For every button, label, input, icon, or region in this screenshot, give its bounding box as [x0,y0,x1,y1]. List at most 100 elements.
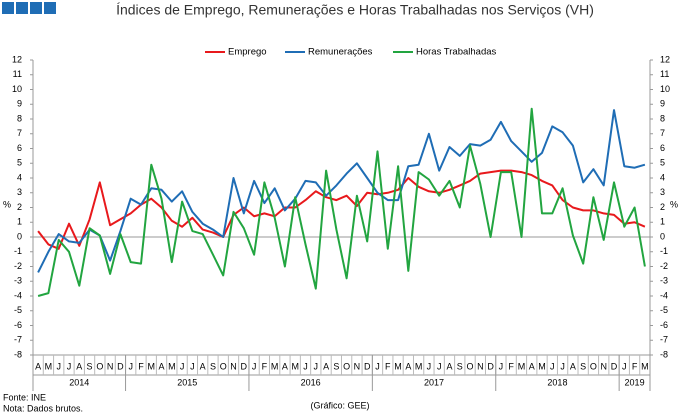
legend-label: Emprego [228,47,267,58]
y-tick-label: 7 [660,128,665,138]
y-tick-label: -8 [14,349,22,359]
x-tick-label: J [375,361,380,371]
x-tick-label: J [180,361,185,371]
x-tick-label: O [467,361,474,371]
year-label: 2016 [301,377,321,387]
year-label: 2019 [625,377,645,387]
y-tick-label: -3 [14,276,22,286]
y-tick-label: 0 [660,231,665,241]
y-tick-label: 5 [17,158,22,168]
x-tick-label: J [560,361,565,371]
x-tick-label: J [252,361,257,371]
y-tick-label: 0 [17,231,22,241]
logo-block [30,2,42,14]
x-tick-label: F [508,361,514,371]
y-tick-label: 12 [660,54,670,64]
x-tick-label: N [354,361,361,371]
x-tick-label: F [632,361,638,371]
y-tick-label: 1 [660,217,665,227]
chart-title: Índices de Emprego, Remunerações e Horas… [116,2,594,18]
source: Fonte: INE [3,392,46,402]
y-tick-label: 9 [17,99,22,109]
x-tick-label: A [570,361,576,371]
logo-block [2,2,14,14]
x-tick-label: J [56,361,61,371]
x-tick-label: F [138,361,144,371]
y-tick-label: -3 [660,276,668,286]
year-label: 2015 [177,377,197,387]
y-tick-label: 12 [12,54,22,64]
x-tick-label: A [159,361,165,371]
year-label: 2017 [424,377,444,387]
legend-label: Horas Trabalhadas [416,47,497,58]
series-line [37,169,646,250]
y-tick-label: 7 [17,128,22,138]
x-tick-label: J [190,361,195,371]
x-tick-label: S [333,361,339,371]
y-tick-label: -4 [660,290,668,300]
x-tick-label: D [241,361,248,371]
x-tick-label: M [168,361,176,371]
y-tick-label: -1 [660,246,668,256]
x-tick-label: A [446,361,452,371]
y-tick-label: 11 [660,69,669,79]
note: Nota: Dados brutos. [3,403,83,413]
y-tick-label: 8 [660,113,665,123]
y-tick-label: -4 [14,290,22,300]
x-tick-label: D [487,361,494,371]
x-tick-label: J [499,361,504,371]
x-tick-label: S [580,361,586,371]
x-tick-label: D [364,361,371,371]
x-tick-label: A [200,361,206,371]
logo-block [44,2,56,14]
legend-label: Remunerações [308,47,373,58]
x-tick-label: J [437,361,442,371]
y-tick-label: 5 [660,158,665,168]
x-tick-label: F [262,361,268,371]
x-tick-label: J [427,361,432,371]
y-tick-label: -1 [14,246,22,256]
y-axis-label: % [670,199,678,209]
y-tick-label: 2 [660,202,665,212]
x-tick-label: A [76,361,82,371]
logo-block [16,2,28,14]
x-tick-label: J [622,361,627,371]
y-tick-label: 4 [660,172,665,182]
x-tick-label: N [107,361,114,371]
x-tick-label: N [477,361,484,371]
x-tick-label: M [415,361,423,371]
x-tick-label: O [96,361,103,371]
x-tick-label: M [291,361,299,371]
y-tick-label: 3 [660,187,665,197]
y-tick-label: 2 [17,202,22,212]
series-line [37,109,646,273]
x-tick-label: M [394,361,402,371]
x-tick-label: M [641,361,649,371]
x-tick-label: M [271,361,279,371]
x-tick-label: J [67,361,72,371]
y-tick-label: -6 [14,320,22,330]
y-tick-label: -6 [660,320,668,330]
y-tick-label: 9 [660,99,665,109]
x-tick-label: J [550,361,555,371]
y-tick-label: -5 [14,305,22,315]
x-tick-label: M [538,361,546,371]
y-tick-label: 8 [17,113,22,123]
x-tick-label: F [385,361,391,371]
x-tick-label: A [35,361,41,371]
x-tick-label: M [45,361,53,371]
x-tick-label: D [611,361,618,371]
y-tick-label: 1 [17,217,22,227]
y-axis-label: % [3,199,11,209]
x-tick-label: J [303,361,308,371]
y-tick-label: 6 [17,143,22,153]
x-tick-label: J [128,361,133,371]
x-tick-label: A [405,361,411,371]
y-tick-label: 10 [660,84,670,94]
x-tick-label: M [518,361,526,371]
y-tick-label: 11 [13,69,22,79]
x-tick-label: A [323,361,329,371]
y-tick-label: -5 [660,305,668,315]
x-tick-label: N [230,361,237,371]
